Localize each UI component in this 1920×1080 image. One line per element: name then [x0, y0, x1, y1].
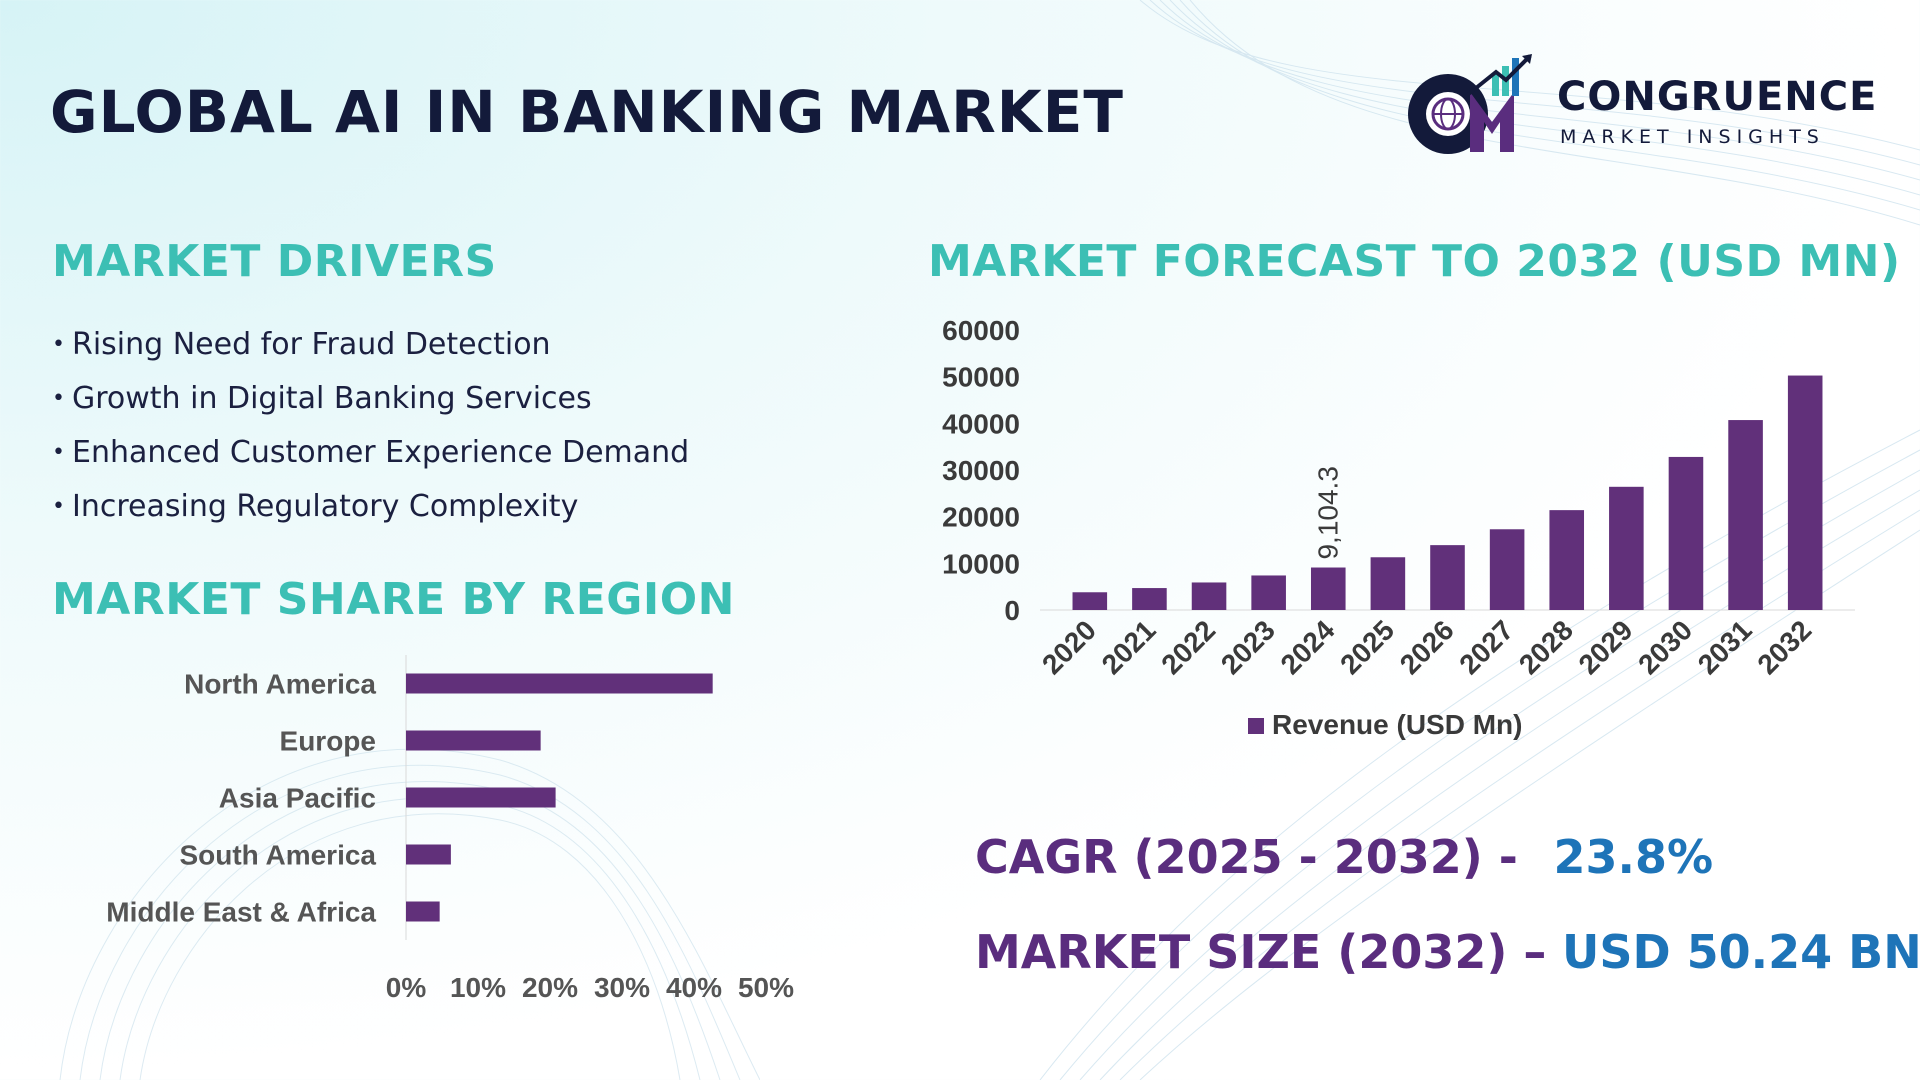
y-tick-label: 10000 — [942, 548, 1020, 579]
x-tick-label: 2022 — [1155, 614, 1221, 680]
forecast-bar — [1728, 420, 1763, 610]
x-tick-label: 0% — [386, 972, 427, 1003]
region-bar — [406, 730, 541, 751]
x-tick-label: 2023 — [1215, 614, 1281, 680]
x-tick-label: 2028 — [1513, 614, 1579, 680]
region-bar — [406, 787, 556, 808]
region-bar — [406, 844, 451, 865]
driver-item: Increasing Regulatory Complexity — [52, 484, 689, 538]
x-tick-label: 2027 — [1453, 614, 1519, 680]
forecast-bar — [1430, 545, 1465, 610]
x-tick-label: 2024 — [1275, 614, 1341, 680]
driver-item: Rising Need for Fraud Detection — [52, 322, 689, 376]
region-label: Europe — [280, 726, 376, 757]
y-tick-label: 60000 — [942, 315, 1020, 346]
region-bar — [406, 901, 440, 922]
market-size-value: USD 50.24 BN — [1561, 925, 1920, 979]
legend-label: Revenue (USD Mn) — [1272, 709, 1522, 740]
forecast-chart: 0100002000030000400005000060000202020212… — [942, 315, 1855, 740]
forecast-bar — [1787, 375, 1823, 610]
x-tick-label: 50% — [738, 972, 794, 1003]
cagr-row: CAGR (2025 - 2032) - 23.8% — [975, 830, 1713, 884]
legend-swatch — [1248, 718, 1264, 734]
logo-tagline: MARKET INSIGHTS — [1560, 126, 1825, 148]
region-label: Asia Pacific — [219, 783, 376, 814]
forecast-bar — [1370, 557, 1406, 610]
x-tick-label: 2030 — [1632, 614, 1698, 680]
x-tick-label: 30% — [594, 972, 650, 1003]
x-tick-label: 2020 — [1036, 614, 1102, 680]
x-tick-label: 2021 — [1096, 614, 1162, 680]
x-tick-label: 40% — [666, 972, 722, 1003]
driver-item: Enhanced Customer Experience Demand — [52, 430, 689, 484]
y-tick-label: 40000 — [942, 408, 1020, 439]
cagr-value: 23.8% — [1553, 830, 1714, 884]
x-tick-label: 20% — [522, 972, 578, 1003]
x-tick-label: 10% — [450, 972, 506, 1003]
company-logo: CONGRUENCE MARKET INSIGHTS — [1400, 52, 1876, 162]
forecast-bar — [1251, 575, 1286, 610]
page-title: GLOBAL AI IN BANKING MARKET — [50, 78, 1124, 146]
x-tick-label: 2025 — [1334, 614, 1400, 680]
market-size-label: MARKET SIZE (2032) – — [975, 925, 1547, 979]
x-tick-label: 2029 — [1573, 614, 1639, 680]
forecast-bar — [1668, 456, 1704, 610]
cagr-label: CAGR (2025 - 2032) - — [975, 830, 1518, 884]
forecast-bar — [1072, 592, 1108, 610]
logo-name: CONGRUENCE — [1557, 74, 1878, 120]
y-tick-label: 0 — [1004, 595, 1020, 626]
forecast-bar — [1549, 510, 1585, 610]
region-heading: MARKET SHARE BY REGION — [52, 574, 735, 625]
logo-mark-icon — [1408, 54, 1532, 154]
market-size-row: MARKET SIZE (2032) – USD 50.24 BN — [975, 925, 1920, 979]
drivers-list: Rising Need for Fraud Detection Growth i… — [52, 322, 689, 538]
y-tick-label: 20000 — [942, 502, 1020, 533]
forecast-bar — [1489, 529, 1525, 610]
region-bar — [406, 673, 713, 694]
data-label: 9,104.3 — [1312, 466, 1343, 559]
region-label: North America — [184, 669, 376, 700]
region-share-chart: North America Europe Asia Pacific South Ame… — [106, 655, 794, 1003]
x-tick-label: 2032 — [1751, 614, 1817, 680]
region-label: South America — [179, 840, 376, 871]
drivers-heading: MARKET DRIVERS — [52, 236, 497, 287]
y-tick-label: 30000 — [942, 455, 1020, 486]
driver-item: Growth in Digital Banking Services — [52, 376, 689, 430]
y-tick-label: 50000 — [942, 362, 1020, 393]
x-tick-label: 2031 — [1692, 614, 1758, 680]
region-label: Middle East & Africa — [106, 897, 376, 928]
forecast-bar — [1310, 567, 1346, 610]
forecast-bar — [1609, 486, 1644, 610]
forecast-bar — [1191, 582, 1227, 610]
x-tick-label: 2026 — [1394, 614, 1460, 680]
forecast-bar — [1132, 588, 1167, 610]
forecast-heading: MARKET FORECAST TO 2032 (USD MN) — [928, 236, 1901, 287]
